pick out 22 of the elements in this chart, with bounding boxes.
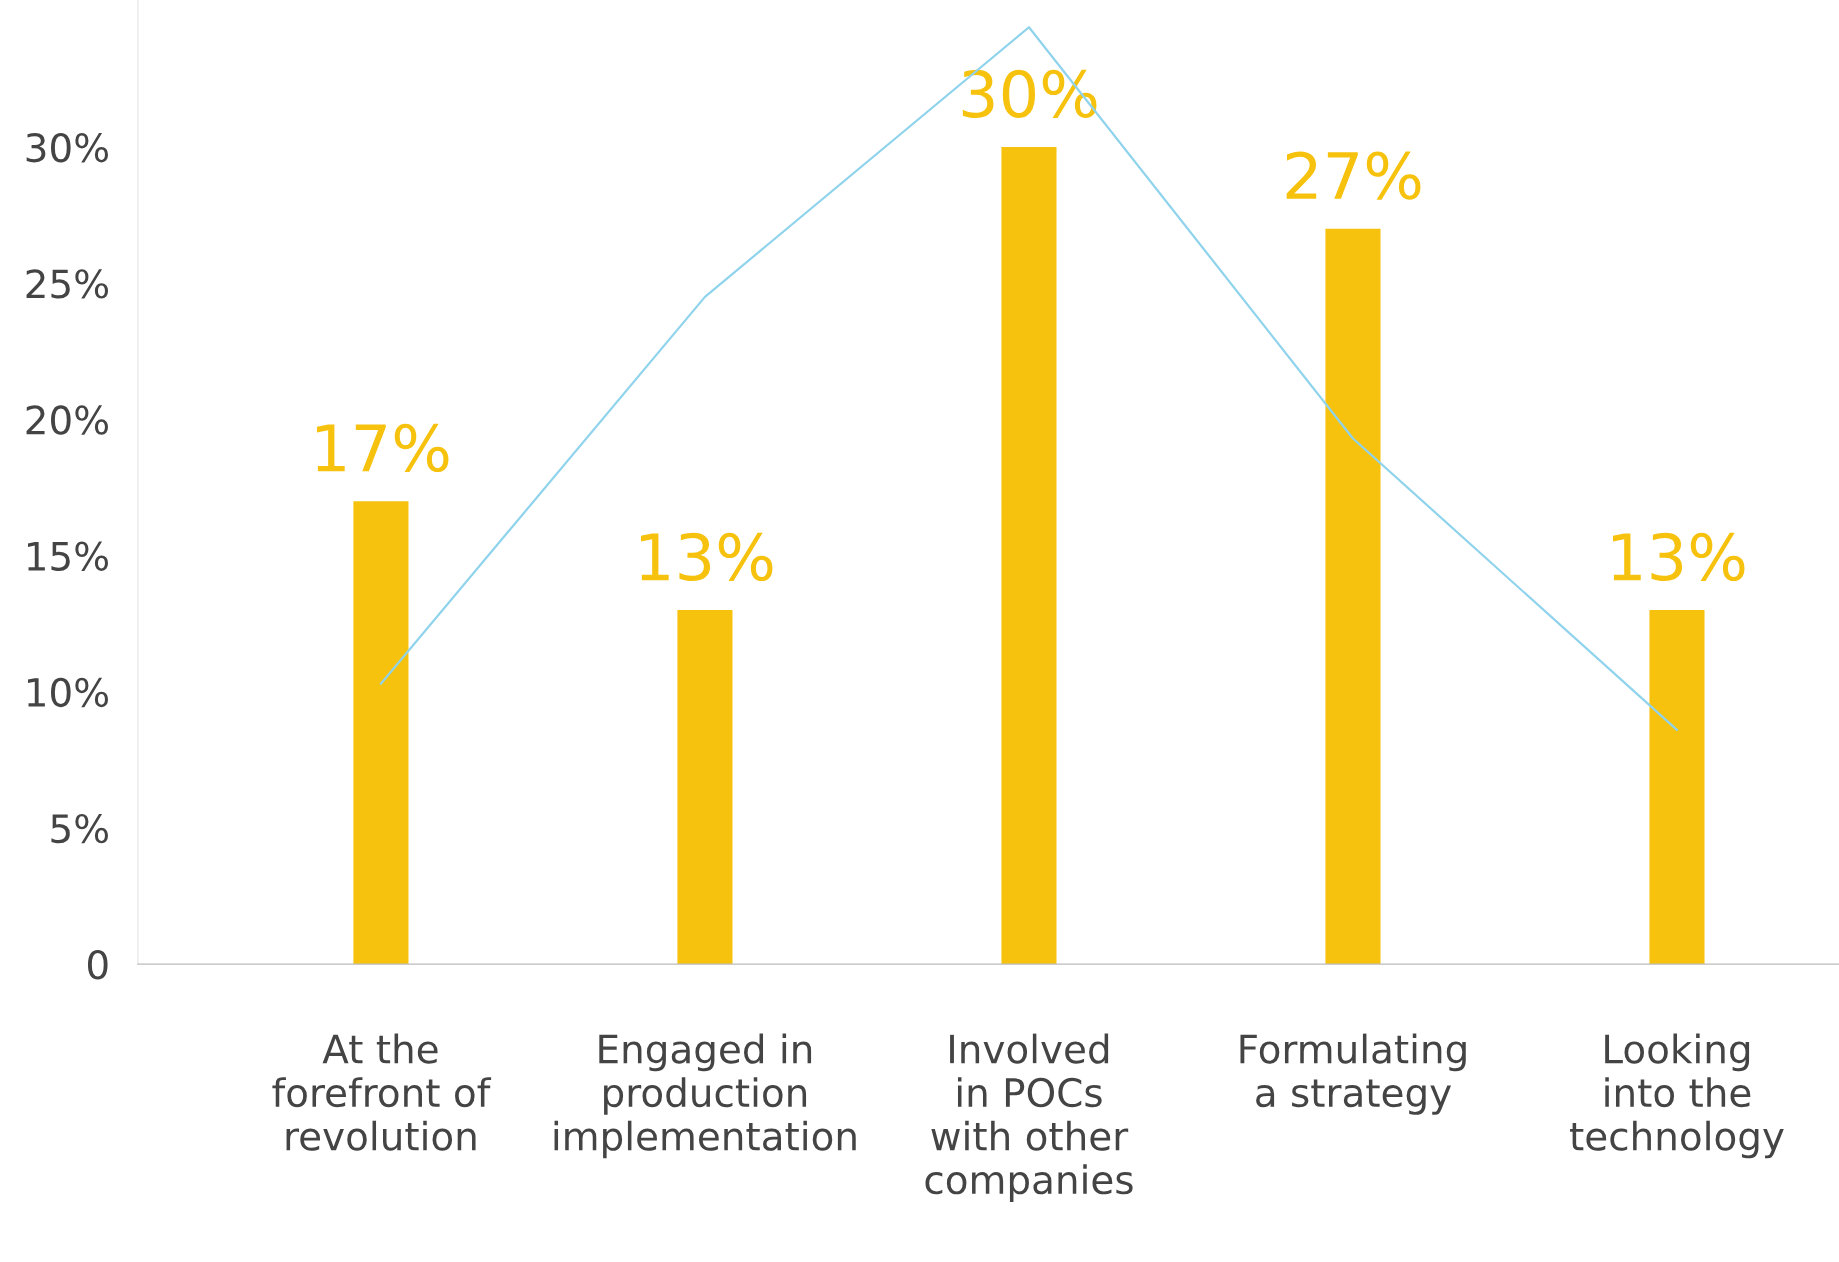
- y-tick-label: 10%: [27, 677, 108, 708]
- x-tick-label: Engaged in production implementation: [554, 1033, 856, 1159]
- x-tick-label: Looking into the technology: [1570, 1033, 1784, 1159]
- data-label: 17%: [316, 423, 449, 473]
- bar: [1325, 228, 1381, 965]
- y-tick-label: 0: [87, 950, 108, 980]
- x-tick-label: At the forefront of revolution: [272, 1033, 492, 1151]
- data-label: 13%: [640, 532, 773, 582]
- x-tick-label: Involved in POCs with other companies: [925, 1033, 1133, 1202]
- data-label: 27%: [1286, 151, 1421, 200]
- bar: [677, 610, 733, 965]
- y-tick-label: 30%: [26, 132, 108, 163]
- bar: [1001, 147, 1057, 965]
- bar: [1649, 610, 1705, 965]
- y-tick-label: 25%: [26, 269, 108, 299]
- x-tick-label: Formulating a strategy: [1240, 1033, 1466, 1115]
- data-label: 30%: [962, 69, 1097, 119]
- data-label: 13%: [1613, 532, 1745, 582]
- y-tick-label: 5%: [51, 813, 108, 844]
- y-tick-label: 20%: [26, 405, 108, 435]
- y-tick-label: 15%: [27, 541, 108, 571]
- bar: [353, 501, 409, 965]
